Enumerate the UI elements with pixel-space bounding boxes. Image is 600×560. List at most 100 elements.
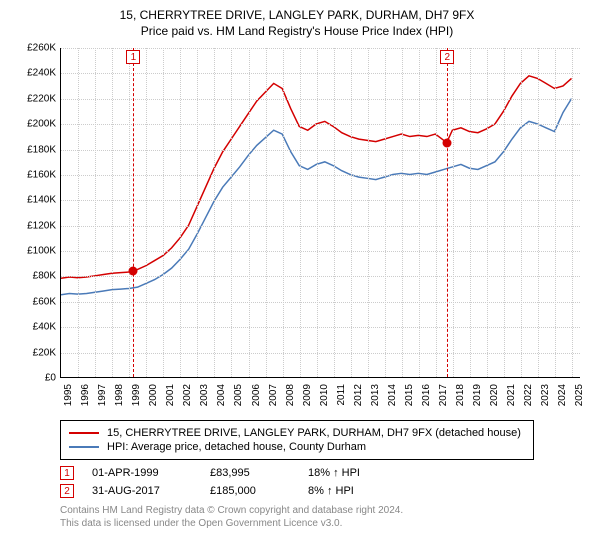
x-tick-label: 2012 [353, 384, 364, 406]
legend-label-property: 15, CHERRYTREE DRIVE, LANGLEY PARK, DURH… [107, 427, 521, 439]
gridline-h [61, 353, 580, 354]
transaction-price: £185,000 [210, 485, 290, 497]
x-tick-label: 1997 [97, 384, 108, 406]
gridline-v [112, 48, 113, 377]
transaction-number-box: 1 [60, 466, 74, 480]
title-address: 15, CHERRYTREE DRIVE, LANGLEY PARK, DURH… [4, 8, 590, 22]
y-tick-label: £80K [33, 271, 56, 282]
gridline-v [146, 48, 147, 377]
gridline-h [61, 124, 580, 125]
gridline-h [61, 226, 580, 227]
gridline-v [368, 48, 369, 377]
legend-swatch-hpi [69, 446, 99, 448]
chart-container: 15, CHERRYTREE DRIVE, LANGLEY PARK, DURH… [0, 0, 600, 534]
gridline-v [214, 48, 215, 377]
legend: 15, CHERRYTREE DRIVE, LANGLEY PARK, DURH… [60, 420, 534, 460]
x-tick-label: 1999 [131, 384, 142, 406]
gridline-v [334, 48, 335, 377]
transaction-marker-line [447, 48, 448, 377]
gridline-v [197, 48, 198, 377]
x-tick-label: 1998 [114, 384, 125, 406]
gridline-v [351, 48, 352, 377]
x-tick-label: 2019 [472, 384, 483, 406]
gridline-v [78, 48, 79, 377]
x-tick-label: 2003 [199, 384, 210, 406]
x-tick-label: 1995 [63, 384, 74, 406]
transaction-marker-dot [443, 139, 452, 148]
gridline-v [555, 48, 556, 377]
y-tick-label: £240K [27, 68, 56, 79]
transaction-number-box: 2 [60, 484, 74, 498]
plot-area: 12 [60, 48, 580, 378]
gridline-h [61, 175, 580, 176]
gridline-h [61, 276, 580, 277]
transaction-marker-box: 2 [440, 50, 454, 64]
gridline-v [266, 48, 267, 377]
y-tick-label: £20K [33, 347, 56, 358]
x-tick-label: 2008 [285, 384, 296, 406]
gridline-v [163, 48, 164, 377]
legend-row-hpi: HPI: Average price, detached house, Coun… [69, 441, 525, 453]
gridline-v [317, 48, 318, 377]
gridline-v [95, 48, 96, 377]
x-tick-label: 2023 [540, 384, 551, 406]
gridline-v [538, 48, 539, 377]
gridline-v [487, 48, 488, 377]
y-tick-label: £40K [33, 322, 56, 333]
y-tick-label: £200K [27, 119, 56, 130]
x-tick-label: 2022 [523, 384, 534, 406]
y-tick-label: £160K [27, 169, 56, 180]
transaction-row: 231-AUG-2017£185,0008% ↑ HPI [60, 484, 590, 498]
x-tick-label: 2024 [557, 384, 568, 406]
x-tick-label: 2013 [370, 384, 381, 406]
gridline-h [61, 150, 580, 151]
x-tick-label: 2002 [182, 384, 193, 406]
x-tick-label: 1996 [80, 384, 91, 406]
x-tick-label: 2000 [148, 384, 159, 406]
gridline-v [385, 48, 386, 377]
y-tick-label: £100K [27, 246, 56, 257]
gridline-v [504, 48, 505, 377]
x-tick-label: 2015 [404, 384, 415, 406]
attribution-line2: This data is licensed under the Open Gov… [60, 517, 590, 530]
x-tick-label: 2011 [336, 384, 347, 406]
legend-swatch-property [69, 432, 99, 434]
gridline-v [283, 48, 284, 377]
gridline-h [61, 327, 580, 328]
transaction-marker-line [133, 48, 134, 377]
transaction-date: 31-AUG-2017 [92, 485, 192, 497]
x-tick-label: 2005 [233, 384, 244, 406]
x-tick-label: 2017 [438, 384, 449, 406]
gridline-h [61, 99, 580, 100]
gridline-h [61, 200, 580, 201]
x-tick-label: 2004 [216, 384, 227, 406]
y-axis: £0£20K£40K£60K£80K£100K£120K£140K£160K£1… [16, 48, 60, 378]
x-tick-label: 2016 [421, 384, 432, 406]
attribution: Contains HM Land Registry data © Crown c… [60, 504, 590, 530]
gridline-v [470, 48, 471, 377]
y-tick-label: £0 [45, 373, 56, 384]
x-axis: 1995199619971998199920002001200220032004… [60, 378, 580, 418]
y-tick-label: £180K [27, 144, 56, 155]
x-tick-label: 2014 [387, 384, 398, 406]
y-tick-label: £60K [33, 296, 56, 307]
y-tick-label: £220K [27, 93, 56, 104]
gridline-v [521, 48, 522, 377]
gridline-v [436, 48, 437, 377]
transaction-marker-box: 1 [126, 50, 140, 64]
x-tick-label: 2018 [455, 384, 466, 406]
x-tick-label: 2021 [506, 384, 517, 406]
x-tick-label: 2006 [251, 384, 262, 406]
x-tick-label: 2020 [489, 384, 500, 406]
transaction-hpi-delta: 18% ↑ HPI [308, 467, 398, 479]
x-tick-label: 2009 [302, 384, 313, 406]
gridline-v [402, 48, 403, 377]
legend-row-property: 15, CHERRYTREE DRIVE, LANGLEY PARK, DURH… [69, 427, 525, 439]
gridline-v [129, 48, 130, 377]
titles: 15, CHERRYTREE DRIVE, LANGLEY PARK, DURH… [4, 8, 590, 38]
x-tick-label: 2010 [319, 384, 330, 406]
gridline-v [419, 48, 420, 377]
y-tick-label: £260K [27, 43, 56, 54]
gridline-v [572, 48, 573, 377]
x-tick-label: 2007 [268, 384, 279, 406]
